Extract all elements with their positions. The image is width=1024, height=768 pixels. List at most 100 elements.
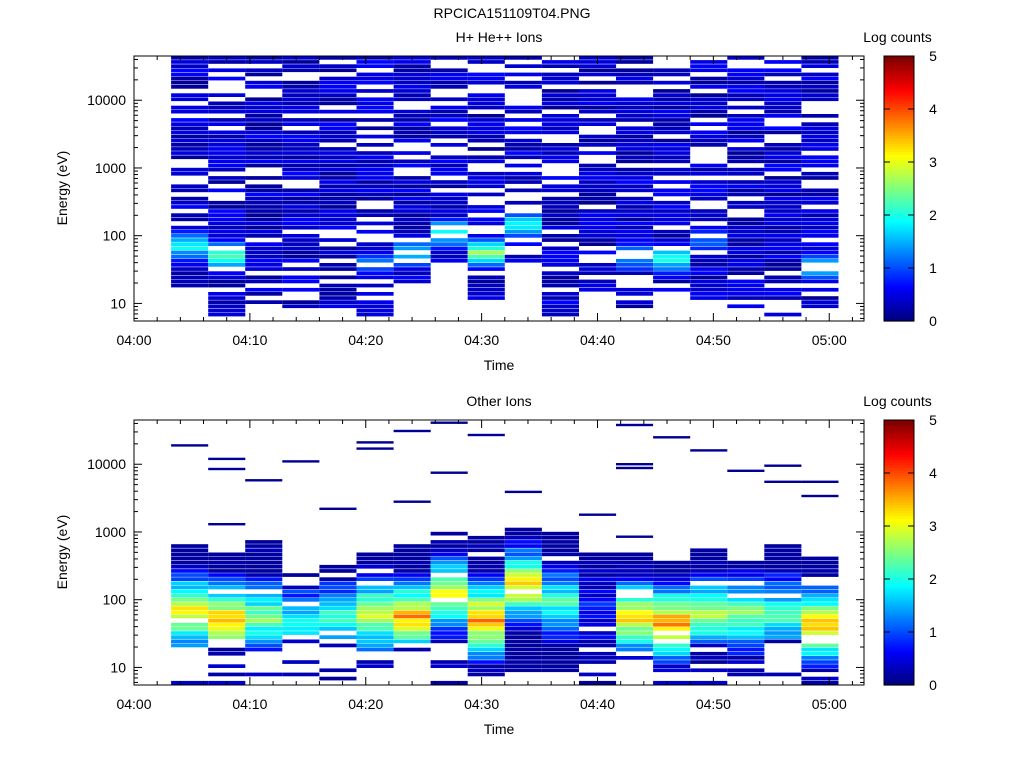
heatmap-cell <box>319 238 357 242</box>
colorbar-segment <box>884 207 914 211</box>
heatmap-cell <box>208 155 246 160</box>
heatmap-cell <box>616 627 654 631</box>
heatmap-cell <box>208 234 246 238</box>
colorbar-segment <box>884 85 914 89</box>
heatmap-cell <box>319 159 357 164</box>
heatmap-cell <box>467 635 505 639</box>
heatmap-cell <box>430 76 468 81</box>
heatmap-cell <box>764 101 802 106</box>
heatmap-cell <box>171 569 209 573</box>
heatmap-cell <box>282 287 320 292</box>
heatmap-cell <box>319 577 357 581</box>
heatmap-cell <box>579 242 617 246</box>
heatmap-cell <box>171 548 209 553</box>
heatmap-cell <box>356 97 394 102</box>
heatmap-cell <box>208 581 246 586</box>
colorbar-segment <box>884 225 914 229</box>
colorbar-segment <box>884 268 914 272</box>
heatmap-cell <box>690 556 728 561</box>
heatmap-cell <box>245 147 283 151</box>
heatmap-cell <box>245 292 283 296</box>
heatmap-cell <box>579 577 617 581</box>
heatmap-cell <box>467 433 505 437</box>
heatmap-cell <box>282 627 320 631</box>
heatmap-cell <box>430 602 468 606</box>
heatmap-cell <box>356 577 394 581</box>
heatmap-cell <box>541 647 579 652</box>
heatmap-cell <box>171 552 209 557</box>
heatmap-cell <box>764 631 802 635</box>
heatmap-cell <box>171 205 209 209</box>
colorbar-segment <box>884 518 914 522</box>
heatmap-cell <box>579 163 617 168</box>
heatmap-cell <box>208 275 246 280</box>
colorbar-segment <box>884 446 914 450</box>
heatmap-cell <box>171 97 209 102</box>
heatmap-cell <box>245 234 283 238</box>
heatmap-cell <box>467 217 505 222</box>
heatmap-cell <box>208 238 246 242</box>
heatmap-cell <box>208 159 246 164</box>
heatmap-cell <box>171 238 209 242</box>
heatmap-cell <box>356 188 394 193</box>
heatmap-cell <box>208 200 246 205</box>
heatmap-cell <box>208 68 246 73</box>
heatmap-cell <box>282 134 320 139</box>
colorbar-segment <box>884 512 914 516</box>
colorbar-tick-label: 5 <box>929 412 937 428</box>
heatmap-cell <box>727 89 765 93</box>
heatmap-cell <box>171 109 209 114</box>
heatmap-cell <box>282 622 320 627</box>
heatmap-cell <box>690 254 728 259</box>
heatmap-cell <box>727 585 765 590</box>
heatmap-cell <box>393 606 431 610</box>
heatmap-cell <box>764 155 802 160</box>
colorbar-tick-label: 2 <box>929 571 937 587</box>
heatmap-cell <box>467 93 505 97</box>
heatmap-cell <box>727 188 765 193</box>
heatmap-cell <box>245 56 283 60</box>
colorbar-segment <box>884 154 914 158</box>
heatmap-cell <box>801 60 839 64</box>
heatmap-cell <box>393 263 431 267</box>
heatmap-cell <box>504 540 542 544</box>
heatmap-cell <box>171 213 209 217</box>
heatmap-cell <box>579 564 617 569</box>
heatmap-cell <box>727 180 765 184</box>
heatmap-cell <box>764 312 802 317</box>
heatmap-cell <box>467 221 505 226</box>
heatmap-cell <box>579 221 617 226</box>
colorbar-segment <box>884 502 914 506</box>
colorbar-segment <box>884 146 914 150</box>
colorbar-segment <box>884 682 914 686</box>
heatmap-cell <box>801 287 839 292</box>
heatmap-cell <box>208 105 246 110</box>
heatmap-cell <box>727 639 765 644</box>
x-tick-label: 04:40 <box>580 696 615 712</box>
heatmap-cell <box>653 80 691 85</box>
heatmap-cell <box>467 56 505 60</box>
colorbar-segment <box>884 297 914 301</box>
heatmap-cell <box>727 304 765 309</box>
heatmap-cell <box>208 564 246 569</box>
heatmap-cell <box>541 275 579 280</box>
heatmap-cell <box>801 217 839 222</box>
heatmap-cell <box>541 618 579 623</box>
heatmap-cell <box>319 147 357 151</box>
heatmap-cell <box>504 527 542 532</box>
heatmap-cell <box>764 573 802 577</box>
heatmap-cell <box>282 93 320 97</box>
heatmap-cell <box>171 242 209 246</box>
heatmap-cell <box>393 64 431 68</box>
heatmap-cell <box>319 300 357 304</box>
heatmap-cell <box>579 151 617 155</box>
colorbar-segment <box>884 573 914 577</box>
heatmap-cell <box>282 598 320 602</box>
heatmap-cell <box>727 569 765 573</box>
heatmap-cell <box>430 200 468 205</box>
heatmap-cell <box>430 229 468 234</box>
heatmap-cell <box>616 205 654 209</box>
heatmap-cell <box>541 283 579 288</box>
heatmap-cell <box>393 635 431 639</box>
heatmap-cell <box>764 296 802 300</box>
